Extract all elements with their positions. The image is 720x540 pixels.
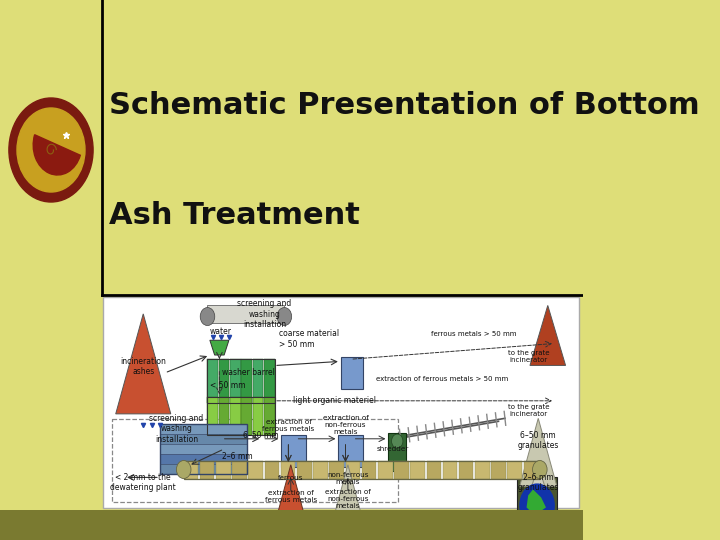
Bar <box>410 461 425 478</box>
Text: ferrous metals > 50 mm: ferrous metals > 50 mm <box>431 331 517 337</box>
Bar <box>216 461 230 478</box>
Bar <box>230 359 240 403</box>
Bar <box>207 397 218 435</box>
Text: < 2 mm to the
dewatering plant: < 2 mm to the dewatering plant <box>110 473 176 492</box>
Polygon shape <box>520 466 557 524</box>
Bar <box>241 359 252 403</box>
Text: to the grate
incinerator: to the grate incinerator <box>508 349 549 362</box>
Bar <box>207 359 218 403</box>
Text: washer barrel: washer barrel <box>222 368 274 377</box>
Bar <box>160 464 247 474</box>
Bar <box>0 510 582 540</box>
Text: extraction of
ferrous metals: extraction of ferrous metals <box>262 419 315 432</box>
Bar <box>200 461 215 478</box>
Circle shape <box>200 308 215 326</box>
Bar <box>281 461 295 478</box>
Bar <box>491 461 506 478</box>
Bar <box>378 461 392 478</box>
Text: 2–6 mm: 2–6 mm <box>222 452 253 461</box>
Bar <box>253 359 264 403</box>
Bar <box>297 461 312 478</box>
Bar <box>160 443 247 454</box>
Bar <box>184 461 198 478</box>
Text: screening and
washing
installation: screening and washing installation <box>238 299 292 329</box>
Circle shape <box>277 308 292 326</box>
Bar <box>233 461 247 478</box>
Bar <box>160 434 247 443</box>
Bar <box>219 397 230 435</box>
Bar <box>361 461 377 478</box>
Bar <box>508 461 522 478</box>
Text: ferrous: ferrous <box>278 475 304 482</box>
Bar <box>207 359 276 403</box>
Bar <box>523 461 539 478</box>
Circle shape <box>9 98 93 202</box>
Bar <box>388 433 406 471</box>
Bar <box>253 397 264 435</box>
Text: 6–50 mm: 6–50 mm <box>243 431 279 440</box>
Bar <box>207 306 284 323</box>
Text: 2–6 mm
granulates: 2–6 mm granulates <box>518 473 559 492</box>
Polygon shape <box>335 465 361 513</box>
Bar <box>459 461 474 478</box>
Text: Ash Treatment: Ash Treatment <box>109 200 360 230</box>
Bar <box>313 461 328 478</box>
Bar <box>219 359 230 403</box>
Text: to the grate
incinerator: to the grate incinerator <box>508 404 549 417</box>
Circle shape <box>519 483 555 528</box>
Text: non-ferrous
metals: non-ferrous metals <box>327 472 369 485</box>
Text: shredder: shredder <box>377 446 409 452</box>
Polygon shape <box>526 489 546 515</box>
Circle shape <box>533 461 547 478</box>
Text: extraction of ferrous metals > 50 mm: extraction of ferrous metals > 50 mm <box>377 376 509 382</box>
Bar <box>475 461 490 478</box>
Text: extraction of
non-ferrous
metals: extraction of non-ferrous metals <box>323 415 369 435</box>
Text: light organic materiel: light organic materiel <box>293 396 376 406</box>
Bar <box>346 461 360 478</box>
Text: 6–50 mm
granulates: 6–50 mm granulates <box>518 431 559 450</box>
Text: incineration
ashes: incineration ashes <box>120 357 166 376</box>
Text: screening and
washing
installation: screening and washing installation <box>150 414 204 444</box>
Bar <box>264 359 274 403</box>
Polygon shape <box>210 340 229 355</box>
Bar <box>265 461 279 478</box>
Circle shape <box>392 434 403 448</box>
Bar <box>341 357 364 389</box>
Bar <box>184 461 540 478</box>
Polygon shape <box>116 314 171 414</box>
Text: Schematic Presentation of Bottom: Schematic Presentation of Bottom <box>109 91 700 119</box>
Text: coarse material
> 50 mm: coarse material > 50 mm <box>279 329 339 349</box>
Bar <box>394 461 409 478</box>
Bar <box>160 423 247 434</box>
Text: extraction of
non-ferrous
metals: extraction of non-ferrous metals <box>325 489 371 509</box>
Polygon shape <box>530 306 566 366</box>
Bar <box>248 461 263 478</box>
Bar <box>443 461 457 478</box>
Polygon shape <box>278 465 304 513</box>
Bar <box>160 454 247 464</box>
Bar <box>160 423 247 474</box>
Bar <box>230 397 240 435</box>
Text: extraction of
ferrous metals: extraction of ferrous metals <box>265 490 317 503</box>
Bar <box>338 435 363 467</box>
Wedge shape <box>33 135 81 175</box>
Bar <box>426 461 441 478</box>
Circle shape <box>176 461 191 478</box>
Bar <box>329 461 344 478</box>
Circle shape <box>17 108 85 192</box>
Bar <box>282 435 305 467</box>
Bar <box>264 397 274 435</box>
Text: < 50 mm: < 50 mm <box>210 381 246 390</box>
Bar <box>207 397 276 435</box>
Bar <box>241 397 252 435</box>
Text: water: water <box>210 327 232 336</box>
Bar <box>517 477 557 532</box>
Bar <box>103 297 579 508</box>
Polygon shape <box>520 418 557 487</box>
